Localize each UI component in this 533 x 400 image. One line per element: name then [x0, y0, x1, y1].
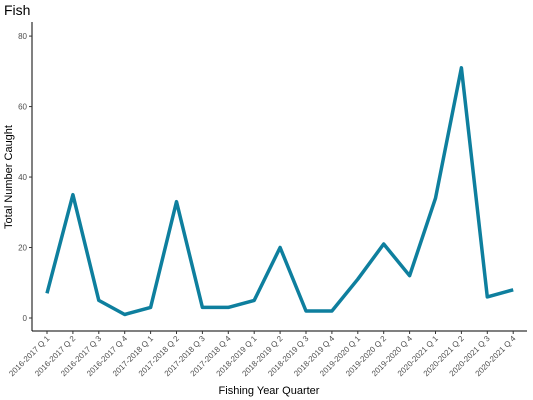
- y-tick-label: 80: [18, 32, 27, 41]
- y-tick-label: 40: [18, 173, 27, 182]
- chart-title: Fish: [4, 2, 30, 18]
- series-line: [45, 66, 514, 317]
- plot-area: [45, 66, 514, 317]
- y-tick-label: 20: [18, 244, 27, 253]
- y-axis: 0 20 40 60 80: [18, 22, 33, 331]
- y-axis-title: Total Number Caught: [3, 125, 15, 229]
- y-tick-label: 0: [23, 314, 28, 323]
- x-axis-title: Fishing Year Quarter: [219, 385, 320, 397]
- y-tick-label: 60: [18, 103, 27, 112]
